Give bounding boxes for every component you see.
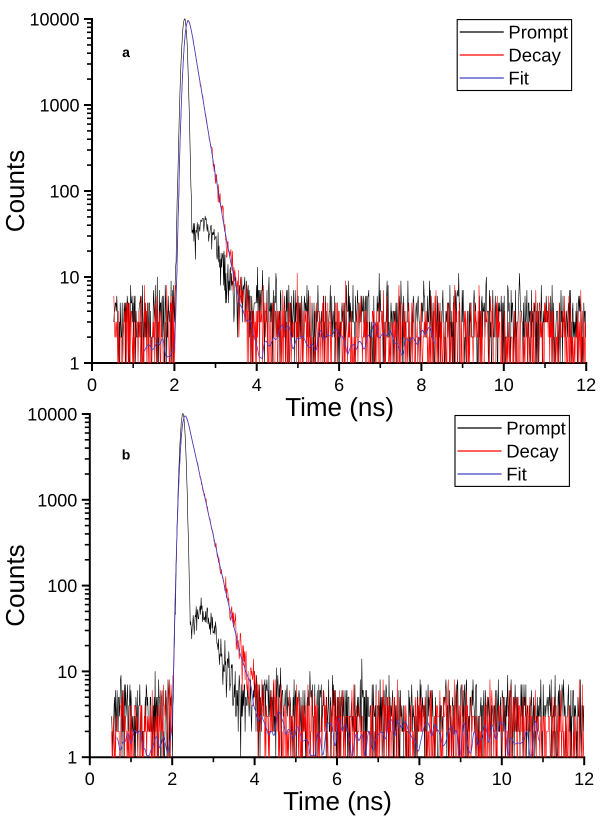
svg-text:Fit: Fit [508,68,529,89]
svg-text:0: 0 [85,769,95,789]
svg-text:10: 10 [59,268,79,288]
svg-text:100: 100 [47,576,77,596]
svg-text:4: 4 [250,769,260,789]
svg-text:12: 12 [574,769,594,789]
svg-text:100: 100 [49,182,79,202]
svg-text:Counts: Counts [0,150,30,232]
svg-text:Time (ns): Time (ns) [283,786,392,816]
svg-text:10000: 10000 [27,405,77,425]
svg-text:1: 1 [69,354,79,374]
svg-text:10000: 10000 [29,10,79,30]
svg-text:6: 6 [334,375,344,395]
svg-text:0: 0 [87,375,97,395]
svg-text:Time (ns): Time (ns) [285,392,394,422]
svg-text:1: 1 [67,748,77,768]
svg-text:2: 2 [169,375,179,395]
svg-text:Decay: Decay [508,45,561,66]
svg-text:8: 8 [414,769,424,789]
svg-text:Fit: Fit [506,464,527,485]
svg-text:Decay: Decay [506,441,559,462]
svg-text:12: 12 [576,375,596,395]
svg-text:10: 10 [57,662,77,682]
svg-text:1000: 1000 [37,490,77,510]
svg-text:b: b [122,447,131,463]
svg-text:10: 10 [492,769,512,789]
svg-text:Counts: Counts [0,544,30,626]
svg-text:2: 2 [167,769,177,789]
svg-text:a: a [122,44,130,60]
svg-text:10: 10 [494,375,514,395]
svg-text:6: 6 [332,769,342,789]
svg-text:8: 8 [416,375,426,395]
svg-text:Prompt: Prompt [506,418,566,439]
svg-text:Prompt: Prompt [508,22,568,43]
svg-text:1000: 1000 [39,96,79,116]
svg-text:4: 4 [252,375,262,395]
